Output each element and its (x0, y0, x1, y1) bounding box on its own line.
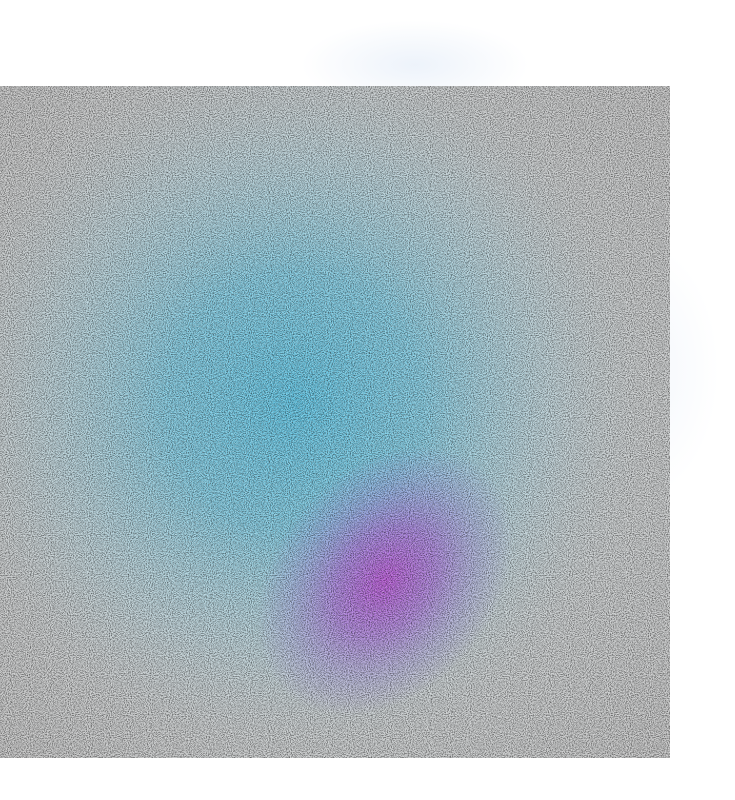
dark-speckle-layer (0, 86, 670, 758)
noise-artwork-svg (0, 86, 670, 758)
noise-artwork (0, 86, 670, 758)
